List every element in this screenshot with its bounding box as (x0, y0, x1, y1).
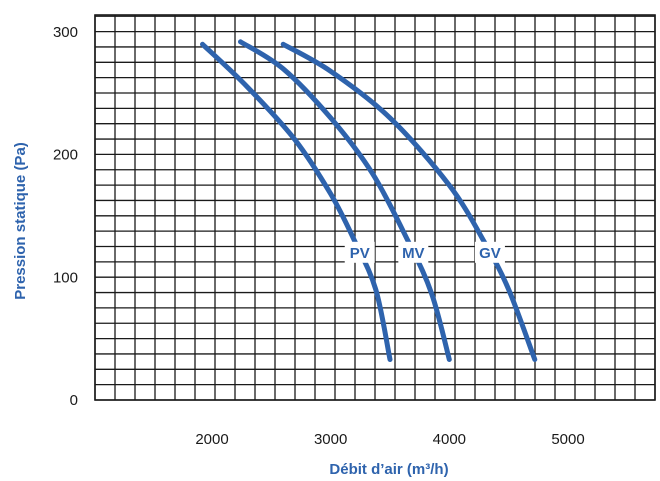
x-tick-label: 3000 (314, 431, 347, 448)
y-tick-labels: 0 100 200 300 (53, 24, 78, 409)
plot-frame (94, 14, 656, 401)
series-line-mv (238, 39, 452, 362)
y-tick-label: 300 (53, 24, 78, 41)
series-label-bg (398, 241, 429, 263)
series-line-pv (200, 41, 393, 362)
x-axis-title: Débit d’air (m³/h) (329, 461, 448, 478)
series-labels: PV MV GV (344, 241, 505, 263)
x-tick-label: 4000 (433, 431, 466, 448)
series-label-pv: PV (350, 245, 370, 262)
series-label-mv: MV (402, 245, 425, 262)
y-tick-label: 100 (53, 269, 78, 286)
y-axis-title: Pression statique (Pa) (12, 142, 29, 300)
x-tick-labels: 2000 3000 4000 5000 (195, 431, 584, 448)
y-tick-label: 0 (70, 392, 78, 409)
series-line-gv (280, 41, 538, 362)
x-tick-label: 5000 (551, 431, 584, 448)
grid-lines (94, 14, 656, 401)
y-tick-label: 200 (53, 147, 78, 164)
series-label-gv: GV (479, 245, 501, 262)
x-tick-label: 2000 (195, 431, 228, 448)
series-label-bg (344, 241, 375, 263)
series-label-bg (474, 241, 505, 263)
series-curves (200, 39, 538, 362)
